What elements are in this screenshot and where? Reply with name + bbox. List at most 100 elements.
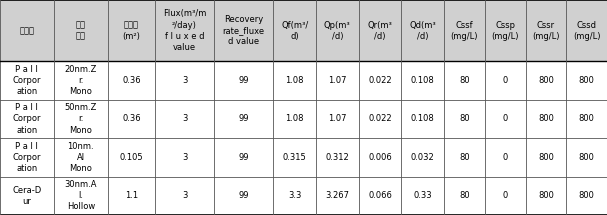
- Text: Qp(m³
/d): Qp(m³ /d): [324, 21, 351, 41]
- Bar: [273, 0, 316, 61]
- Bar: [316, 138, 359, 177]
- Bar: [444, 0, 485, 61]
- Bar: [155, 100, 214, 138]
- Bar: [0, 138, 54, 177]
- Text: 0.105: 0.105: [120, 153, 143, 162]
- Bar: [107, 61, 155, 100]
- Bar: [401, 100, 444, 138]
- Bar: [526, 177, 566, 215]
- Bar: [485, 138, 526, 177]
- Bar: [566, 61, 607, 100]
- Bar: [526, 100, 566, 138]
- Bar: [444, 177, 485, 215]
- Bar: [54, 177, 107, 215]
- Text: P a l l
Corpor
ation: P a l l Corpor ation: [13, 103, 41, 135]
- Bar: [214, 100, 273, 138]
- Text: 80: 80: [459, 76, 470, 85]
- Text: 800: 800: [578, 114, 595, 123]
- Bar: [155, 177, 214, 215]
- Bar: [401, 61, 444, 100]
- Bar: [566, 100, 607, 138]
- Text: 0.032: 0.032: [411, 153, 435, 162]
- Bar: [359, 177, 401, 215]
- Bar: [107, 177, 155, 215]
- Text: Cssf
(mg/L): Cssf (mg/L): [450, 21, 478, 41]
- Text: Qf(m³/
d): Qf(m³/ d): [281, 21, 308, 41]
- Text: 0.36: 0.36: [122, 76, 141, 85]
- Text: 800: 800: [578, 153, 595, 162]
- Text: 3: 3: [182, 76, 188, 85]
- Bar: [359, 100, 401, 138]
- Text: Qd(m³
/d): Qd(m³ /d): [409, 21, 436, 41]
- Text: 99: 99: [239, 191, 249, 200]
- Text: 0: 0: [503, 191, 508, 200]
- Text: 3: 3: [182, 114, 188, 123]
- Bar: [0, 177, 54, 215]
- Bar: [444, 61, 485, 100]
- Bar: [316, 0, 359, 61]
- Text: 800: 800: [538, 76, 554, 85]
- Bar: [214, 0, 273, 61]
- Bar: [566, 138, 607, 177]
- Bar: [54, 0, 107, 61]
- Bar: [566, 177, 607, 215]
- Bar: [485, 61, 526, 100]
- Bar: [0, 0, 54, 61]
- Bar: [359, 138, 401, 177]
- Text: 800: 800: [538, 114, 554, 123]
- Bar: [273, 177, 316, 215]
- Text: 0.066: 0.066: [368, 191, 392, 200]
- Text: 0.108: 0.108: [411, 114, 435, 123]
- Text: 99: 99: [239, 153, 249, 162]
- Text: 80: 80: [459, 153, 470, 162]
- Bar: [54, 138, 107, 177]
- Text: 99: 99: [239, 76, 249, 85]
- Text: 0.022: 0.022: [368, 114, 392, 123]
- Text: 800: 800: [578, 191, 595, 200]
- Bar: [316, 61, 359, 100]
- Text: 0: 0: [503, 114, 508, 123]
- Text: 3.3: 3.3: [288, 191, 301, 200]
- Text: 1.07: 1.07: [328, 114, 347, 123]
- Text: 0: 0: [503, 153, 508, 162]
- Bar: [359, 61, 401, 100]
- Bar: [444, 100, 485, 138]
- Text: 3: 3: [182, 191, 188, 200]
- Text: 99: 99: [239, 114, 249, 123]
- Text: 800: 800: [538, 153, 554, 162]
- Text: Cera-D
ur: Cera-D ur: [12, 186, 41, 206]
- Bar: [401, 138, 444, 177]
- Text: 제조사: 제조사: [19, 26, 35, 35]
- Text: 3: 3: [182, 153, 188, 162]
- Text: 0.108: 0.108: [411, 76, 435, 85]
- Bar: [54, 61, 107, 100]
- Text: 0.312: 0.312: [325, 153, 349, 162]
- Text: P a l l
Corpor
ation: P a l l Corpor ation: [13, 65, 41, 96]
- Bar: [526, 61, 566, 100]
- Bar: [0, 100, 54, 138]
- Text: 800: 800: [538, 191, 554, 200]
- Text: 0.315: 0.315: [283, 153, 307, 162]
- Bar: [316, 177, 359, 215]
- Bar: [155, 138, 214, 177]
- Text: 80: 80: [459, 191, 470, 200]
- Bar: [526, 138, 566, 177]
- Text: Cssr
(mg/L): Cssr (mg/L): [532, 21, 560, 41]
- Text: 0.022: 0.022: [368, 76, 392, 85]
- Bar: [359, 0, 401, 61]
- Text: 막면적
(m²): 막면적 (m²): [123, 21, 140, 41]
- Bar: [155, 61, 214, 100]
- Bar: [54, 100, 107, 138]
- Text: Qr(m³
/d): Qr(m³ /d): [368, 21, 393, 41]
- Bar: [107, 0, 155, 61]
- Bar: [485, 0, 526, 61]
- Bar: [485, 177, 526, 215]
- Text: 1.07: 1.07: [328, 76, 347, 85]
- Bar: [316, 100, 359, 138]
- Text: 30nm.A
l.
Hollow: 30nm.A l. Hollow: [64, 180, 97, 211]
- Text: 800: 800: [578, 76, 595, 85]
- Text: P a l l
Corpor
ation: P a l l Corpor ation: [13, 142, 41, 173]
- Text: 80: 80: [459, 114, 470, 123]
- Bar: [401, 0, 444, 61]
- Text: Recovery
rate_fluxe
d value: Recovery rate_fluxe d value: [223, 15, 265, 46]
